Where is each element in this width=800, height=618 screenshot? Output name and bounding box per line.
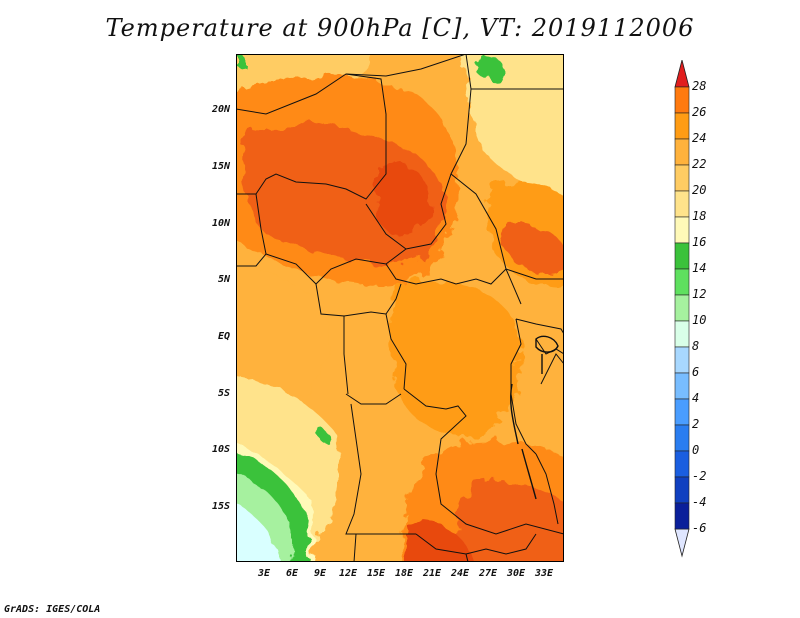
colorbar-segment <box>674 476 690 504</box>
lat-label-10s: 10S <box>211 444 230 455</box>
colorbar-label: 2 <box>692 417 700 431</box>
colorbar-segment <box>674 502 690 530</box>
colorbar <box>674 60 690 558</box>
field-central-warm <box>390 280 520 437</box>
colorbar-label: -6 <box>692 521 707 535</box>
lakes <box>509 335 559 500</box>
colorbar-segment <box>674 242 690 270</box>
lat-label-15n: 15N <box>211 161 230 172</box>
colorbar-segment <box>674 268 690 296</box>
colorbar-segment <box>674 164 690 192</box>
colorbar-segment <box>674 138 690 166</box>
colorbar-bottom-arrow <box>674 528 690 558</box>
lon-label-3e: 3E <box>257 568 271 579</box>
lat-label-10n: 10N <box>211 218 230 229</box>
colorbar-label: 22 <box>692 157 707 171</box>
colorbar-label: 4 <box>692 391 700 405</box>
colorbar-segment <box>674 86 690 114</box>
colorbar-label: 18 <box>692 209 707 223</box>
colorbar-label: 10 <box>692 313 707 327</box>
map-frame <box>236 54 564 562</box>
colorbar-label: -2 <box>692 469 707 483</box>
field-ne-cool <box>464 54 564 197</box>
lon-label-27e: 27E <box>478 568 498 579</box>
grads-credit: GrADS: IGES/COLA <box>4 604 101 615</box>
lat-label-20n: 20N <box>211 104 230 115</box>
lon-label-9e: 9E <box>313 568 327 579</box>
colorbar-label: 24 <box>692 131 707 145</box>
lon-label-15e: 15E <box>366 568 386 579</box>
colorbar-label: 26 <box>692 105 707 119</box>
lon-label-12e: 12E <box>338 568 358 579</box>
colorbar-segment <box>674 320 690 348</box>
colorbar-label: 16 <box>692 235 707 249</box>
field-west-mild <box>236 259 330 396</box>
field-ne-green <box>474 54 506 79</box>
field-se-hot <box>454 481 564 562</box>
lat-label-15s: 15S <box>211 501 230 512</box>
colorbar-label: -4 <box>692 495 707 509</box>
colorbar-segment <box>674 398 690 426</box>
colorbar-segment <box>674 424 690 452</box>
field-s-core <box>406 521 476 562</box>
colorbar-segment <box>674 450 690 478</box>
colorbar-label: 12 <box>692 287 707 301</box>
lon-label-6e: 6E <box>285 568 299 579</box>
colorbar-segment <box>674 216 690 244</box>
colorbar-label: 6 <box>692 365 700 379</box>
country-borders <box>236 54 564 562</box>
colorbar-segment <box>674 112 690 140</box>
map-title: Temperature at 900hPa [C], VT: 201911200… <box>105 14 695 42</box>
colorbar-segment <box>674 190 690 218</box>
colorbar-label: 20 <box>692 183 707 197</box>
temperature-map <box>236 54 564 562</box>
lon-label-33e: 33E <box>534 568 554 579</box>
colorbar-top-arrow <box>674 60 690 88</box>
lon-label-21e: 21E <box>422 568 442 579</box>
colorbar-label: 0 <box>692 443 700 457</box>
lat-label-eq: EQ <box>217 331 230 342</box>
field-coast-green <box>317 429 330 443</box>
lon-label-30e: 30E <box>506 568 526 579</box>
field-sw-pale-cyan <box>236 503 278 562</box>
lat-label-5s: 5S <box>217 388 230 399</box>
colorbar-label: 28 <box>692 79 707 93</box>
field-north-core <box>374 163 432 237</box>
colorbar-segment <box>674 294 690 322</box>
colorbar-segment <box>674 346 690 374</box>
lon-label-18e: 18E <box>394 568 414 579</box>
colorbar-segment <box>674 372 690 400</box>
colorbar-label: 8 <box>692 339 700 353</box>
lat-label-5n: 5N <box>217 274 230 285</box>
lon-label-24e: 24E <box>450 568 470 579</box>
field-nw-green <box>236 54 248 68</box>
field-east-hot <box>501 223 564 274</box>
colorbar-label: 14 <box>692 261 707 275</box>
